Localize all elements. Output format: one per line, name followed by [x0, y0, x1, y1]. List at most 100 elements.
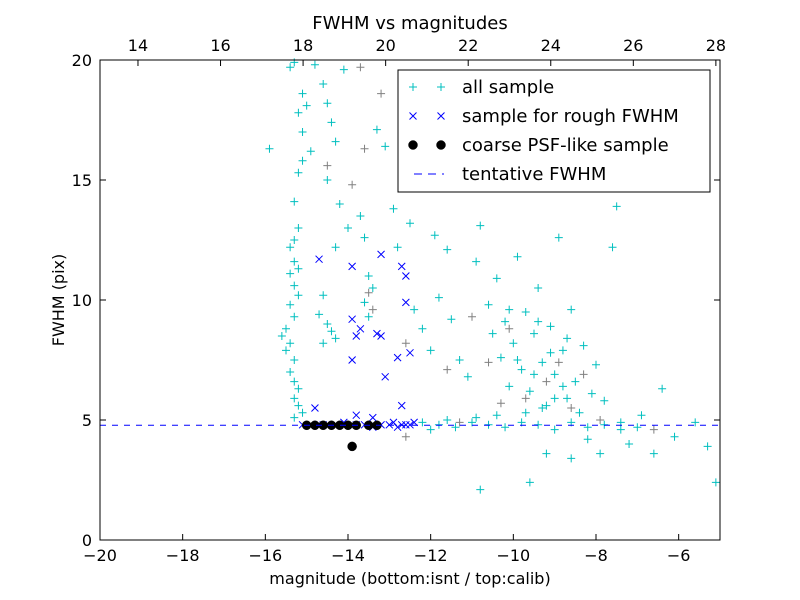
all-sample-point — [509, 339, 518, 348]
all-sample-point — [294, 224, 303, 232]
all-sample-point — [381, 142, 390, 151]
all-sample-point — [290, 377, 299, 386]
all-sample-point — [525, 478, 534, 487]
all-sample-point — [344, 224, 352, 232]
plot-marks — [100, 58, 720, 494]
other-sample-point — [348, 180, 357, 189]
all-sample-point — [294, 401, 303, 410]
all-sample-point — [447, 315, 456, 324]
all-sample-point — [616, 425, 625, 434]
all-sample-point — [472, 257, 481, 266]
all-sample-point — [286, 243, 295, 252]
y-tick-label: 5 — [82, 411, 92, 430]
all-sample-point — [571, 377, 580, 386]
all-sample-point — [368, 284, 377, 292]
other-sample-point — [484, 358, 493, 367]
all-sample-point — [558, 346, 567, 355]
rough-fwhm-point — [393, 353, 402, 362]
other-sample-point — [323, 161, 332, 170]
all-sample-point — [298, 128, 307, 136]
all-sample-point — [290, 281, 299, 290]
rough-fwhm-point — [356, 324, 365, 333]
all-sample-point — [327, 118, 336, 127]
all-sample-point — [282, 346, 290, 355]
other-sample-point — [455, 418, 464, 427]
all-sample-point — [501, 317, 510, 326]
rough-fwhm-point — [377, 332, 385, 340]
all-sample-point — [538, 404, 547, 412]
all-sample-point — [298, 89, 307, 98]
all-sample-point — [567, 454, 576, 463]
all-sample-point — [294, 291, 303, 300]
x-tick-label: −8 — [584, 546, 608, 565]
all-sample-point — [290, 236, 299, 244]
rough-fwhm-point — [410, 418, 418, 427]
all-sample-point — [286, 300, 295, 309]
top-x-tick-label: 18 — [293, 36, 313, 55]
all-sample-point — [335, 200, 344, 208]
other-sample-point — [356, 63, 365, 72]
x-tick-label: −10 — [496, 546, 530, 565]
all-sample-point — [451, 423, 460, 432]
all-sample-point — [658, 384, 667, 393]
all-sample-point — [501, 423, 510, 432]
all-sample-point — [505, 305, 514, 314]
all-sample-point — [356, 212, 365, 220]
all-sample-point — [443, 245, 452, 254]
y-axis-label: FWHM (pix) — [49, 254, 68, 347]
all-sample-point — [608, 243, 617, 252]
rough-fwhm-point — [406, 348, 414, 357]
legend-markers — [408, 83, 446, 175]
other-sample-point — [649, 425, 658, 434]
all-sample-point — [389, 204, 398, 213]
x-tick-label: −12 — [414, 546, 448, 565]
all-sample-point — [443, 416, 452, 424]
all-sample-point — [319, 339, 328, 348]
all-sample-point — [418, 324, 427, 333]
legend-box — [397, 69, 711, 193]
all-sample-point — [521, 308, 530, 316]
all-sample-point — [372, 125, 381, 134]
y-tick-label: 20 — [72, 51, 92, 70]
psf-like-point — [347, 441, 357, 452]
rough-fwhm-point — [352, 411, 361, 420]
all-sample-point — [294, 168, 303, 177]
all-sample-point — [550, 394, 559, 403]
rough-fwhm-point — [402, 298, 410, 307]
all-sample-point — [517, 365, 526, 374]
all-sample-point — [290, 257, 299, 266]
legend-marker — [437, 83, 445, 91]
x-tick-label: −6 — [667, 546, 691, 565]
all-sample-point — [360, 298, 369, 307]
all-sample-point — [290, 312, 299, 321]
all-sample-point — [323, 176, 332, 184]
all-sample-point — [649, 449, 658, 458]
other-sample-point — [496, 399, 505, 408]
y-tick-label: 0 — [82, 531, 92, 550]
all-sample-point — [592, 360, 600, 369]
all-sample-point — [530, 370, 538, 379]
all-sample-point — [563, 334, 572, 343]
all-sample-point — [600, 396, 609, 405]
all-sample-point — [277, 332, 286, 340]
axis-ticks: −20 −18 −16 −14 −12 −10 −8 −6 0 5 10 15 20 14 16 18 20 22… — [72, 36, 726, 565]
all-sample-point — [596, 449, 605, 458]
other-sample-point — [368, 305, 377, 314]
all-sample-point — [711, 478, 720, 487]
all-sample-point — [476, 485, 485, 494]
all-sample-point — [583, 435, 592, 444]
top-x-tick-label: 16 — [210, 36, 230, 55]
all-sample-point — [513, 252, 522, 261]
all-sample-point — [323, 320, 332, 328]
top-x-tick-label: 26 — [623, 36, 643, 55]
other-sample-point — [596, 416, 605, 424]
all-sample-point — [492, 274, 501, 283]
all-sample-point — [406, 219, 414, 228]
all-sample-point — [282, 324, 290, 333]
all-sample-point — [310, 60, 319, 69]
all-sample-point — [294, 264, 303, 273]
all-sample-point — [290, 394, 299, 403]
all-sample-point — [339, 65, 348, 74]
